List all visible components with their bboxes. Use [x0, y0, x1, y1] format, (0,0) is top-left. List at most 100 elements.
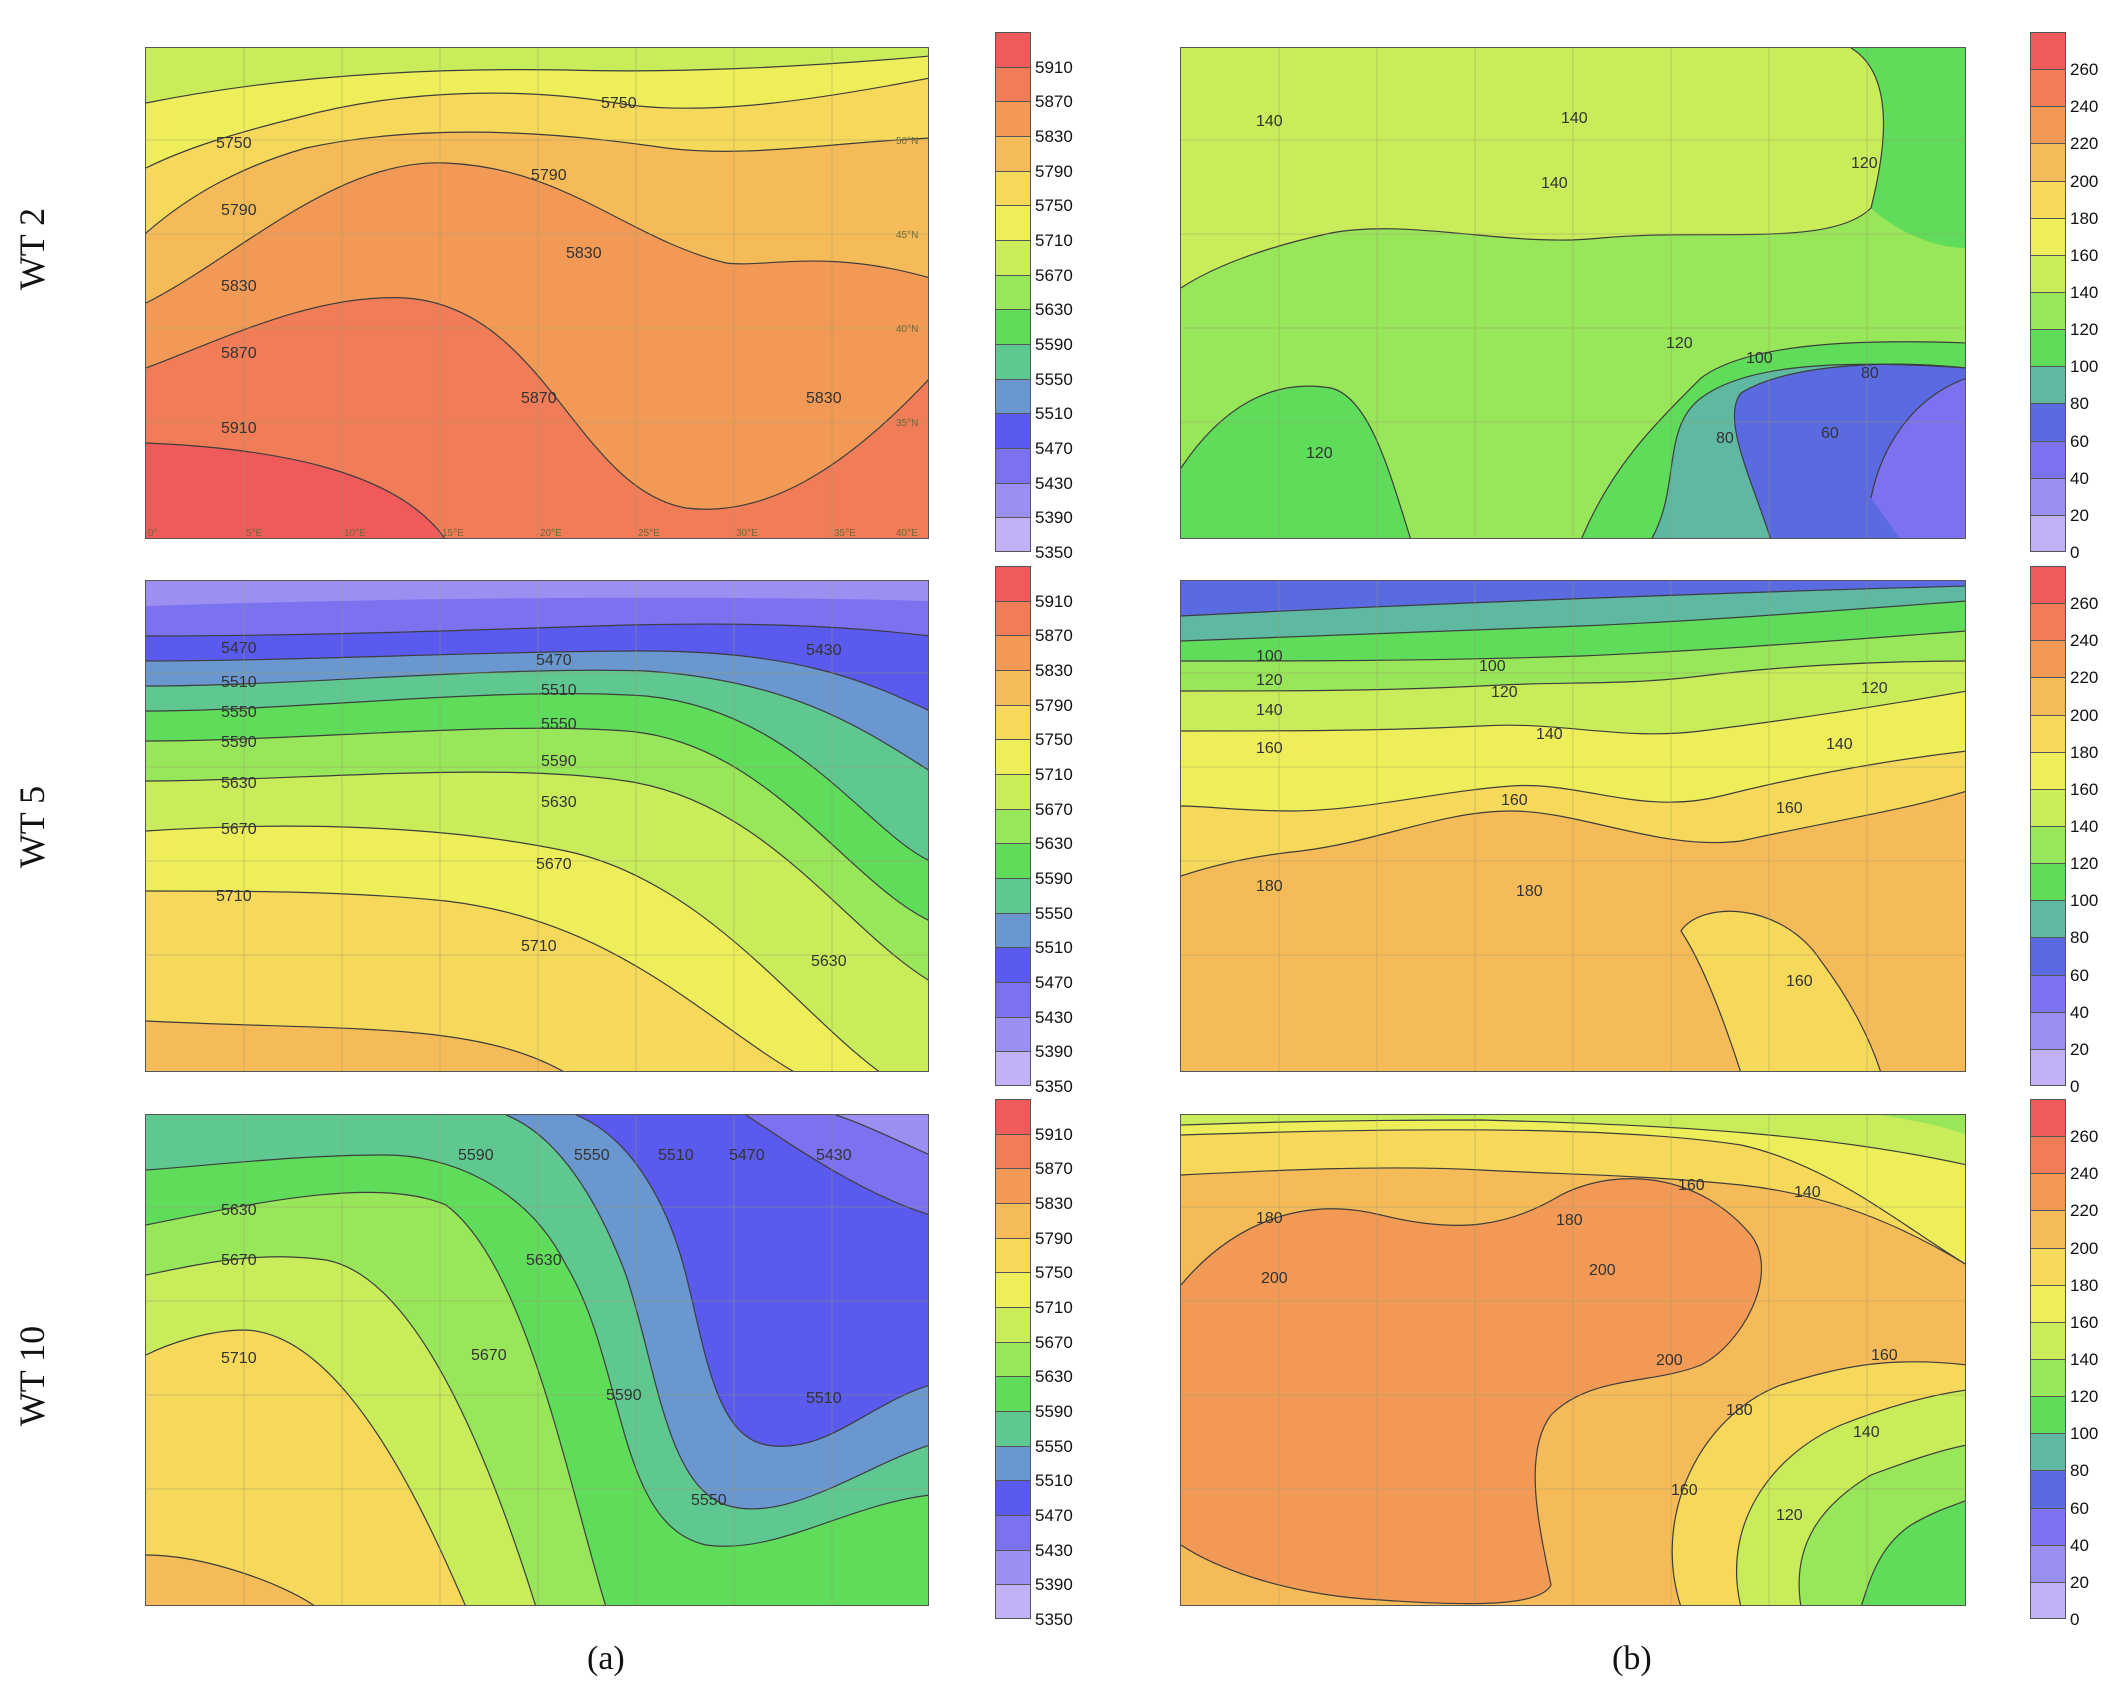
- colorbar-segment: [2030, 714, 2066, 752]
- colorbar-tick-label: 5830: [1035, 661, 1073, 680]
- colorbar-tick-label: 5750: [1035, 1263, 1073, 1283]
- contour-label: 5670: [536, 856, 572, 873]
- colorbar-segment: [2030, 1359, 2066, 1397]
- contour-label: 5750: [216, 135, 252, 152]
- colorbar-segment: [2030, 1321, 2066, 1359]
- colorbar-tick-label: 5870: [1035, 1159, 1073, 1179]
- colorbar-tick-label: 0: [2070, 1610, 2080, 1629]
- colorbar-tick-label: 240: [2070, 631, 2099, 651]
- colorbar-segment: [995, 448, 1031, 483]
- lat-label: 50°N: [896, 136, 918, 147]
- contour-label: 120: [1491, 684, 1518, 701]
- colorbar-segment: [2030, 1396, 2066, 1434]
- contour-label: 5550: [691, 1492, 727, 1509]
- colorbar-tick-label: 60: [2070, 965, 2089, 985]
- map-wt2-thickness: 140 140 140 120 120 100 80 80 60 120: [1180, 47, 1966, 539]
- colorbar-segment: [2030, 788, 2066, 826]
- colorbar-tick-label: 5830: [1035, 127, 1073, 146]
- contour-label: 180: [1256, 1210, 1283, 1227]
- colorbar-tick-label: 5790: [1035, 695, 1073, 715]
- colorbar-tick-label: 180: [2070, 1275, 2099, 1295]
- colorbar-segment: [995, 774, 1031, 809]
- row-label-wt2: WT 2: [12, 207, 52, 291]
- lat-label: 40°N: [896, 324, 918, 335]
- colorbar-segment: [2030, 1581, 2066, 1619]
- lon-label: 35°E: [834, 528, 856, 539]
- colorbar-tick-label: 200: [2070, 705, 2099, 725]
- contour-label: 5550: [574, 1147, 610, 1164]
- colorbar-tick-label: 160: [2070, 245, 2099, 265]
- colorbar-segment: [995, 600, 1031, 636]
- contour-label: 180: [1256, 878, 1283, 895]
- colorbar-segment: [2030, 640, 2066, 678]
- colorbar-segment: [995, 309, 1031, 344]
- colorbar-segment: [995, 1445, 1031, 1481]
- lon-label: 10°E: [344, 528, 366, 539]
- colorbar-tick-label: 5630: [1035, 1367, 1073, 1387]
- colorbar-segment: [2030, 32, 2066, 70]
- lon-label: 0°: [148, 528, 158, 539]
- contour-label: 180: [1516, 883, 1543, 900]
- contour-label: 200: [1656, 1352, 1683, 1369]
- colorbar-tick-label: 100: [2070, 891, 2099, 911]
- colorbar-segment: [995, 704, 1031, 740]
- colorbar-segment: [2030, 677, 2066, 715]
- subfigure-label-b: (b): [1612, 1640, 1652, 1677]
- colorbar-tick-label: 5430: [1035, 1540, 1073, 1560]
- colorbar-tick-label: 5670: [1035, 265, 1073, 285]
- colorbar-segment: [995, 1016, 1031, 1052]
- colorbar-segment: [995, 66, 1031, 102]
- colorbar-tick-label: 5790: [1035, 161, 1073, 181]
- colorbar-tick-label: 140: [2070, 1350, 2099, 1369]
- colorbar-segment: [995, 32, 1031, 67]
- contour-label: 5550: [541, 716, 577, 733]
- contour-label: 160: [1501, 792, 1528, 809]
- colorbar-tick-label: 5630: [1035, 834, 1073, 854]
- colorbar-tick-label: 5470: [1035, 439, 1073, 458]
- colorbar-tick-label: 60: [2070, 1498, 2089, 1518]
- colorbar-tick-label: 5550: [1035, 903, 1073, 923]
- colorbar-tick-label: 40: [2070, 1535, 2089, 1555]
- contour-label: 160: [1776, 800, 1803, 817]
- colorbar-segment: [2030, 1247, 2066, 1285]
- contour-label: 5630: [221, 775, 257, 792]
- lon-label: 20°E: [540, 528, 562, 539]
- colorbar-tick-label: 120: [2070, 320, 2099, 340]
- colorbar-tick-label: 5390: [1035, 508, 1073, 528]
- colorbar-segment: [2030, 217, 2066, 255]
- contour-label: 120: [1776, 1507, 1803, 1524]
- colorbar-segment: [995, 482, 1031, 518]
- colorbar-segment: [995, 136, 1031, 171]
- colorbar-tick-label: 220: [2070, 668, 2099, 688]
- contour-label: 200: [1261, 1270, 1288, 1287]
- colorbar-tick-label: 40: [2070, 1002, 2089, 1022]
- colorbar-tick-label: 0: [2070, 1077, 2080, 1096]
- colorbar-segment: [2030, 1011, 2066, 1049]
- colorbar-tick-label: 5510: [1035, 404, 1073, 424]
- contour-label: 160: [1671, 1482, 1698, 1499]
- contour-label: 140: [1561, 110, 1588, 127]
- colorbar-segment: [995, 1168, 1031, 1203]
- colorbar-frame: [995, 1099, 1031, 1619]
- contour-label: 160: [1678, 1177, 1705, 1194]
- colorbar-tick-label: 5350: [1035, 543, 1073, 562]
- contour-label: 140: [1256, 702, 1283, 719]
- colorbar-tick-label: 5350: [1035, 1077, 1073, 1096]
- colorbar-segment: [2030, 292, 2066, 330]
- colorbar-segment: [995, 101, 1031, 136]
- contour-label: 5470: [221, 640, 257, 657]
- colorbar-tick-label: 220: [2070, 134, 2099, 154]
- contour-label: 5910: [221, 420, 257, 437]
- colorbar-tick-label: 5910: [1035, 57, 1073, 77]
- contour-label: 5430: [806, 642, 842, 659]
- colorbar-segment: [995, 413, 1031, 448]
- colorbar-segment: [995, 1549, 1031, 1585]
- colorbar-tick-label: 140: [2070, 283, 2099, 302]
- colorbar-tick-label: 5470: [1035, 1506, 1073, 1525]
- contour-label: 140: [1794, 1184, 1821, 1201]
- colorbar-segment: [2030, 1173, 2066, 1211]
- contour-label: 100: [1746, 350, 1773, 367]
- colorbar-tick-label: 5830: [1035, 1194, 1073, 1213]
- contour-label: 100: [1256, 648, 1283, 665]
- contour-label: 5710: [216, 888, 252, 905]
